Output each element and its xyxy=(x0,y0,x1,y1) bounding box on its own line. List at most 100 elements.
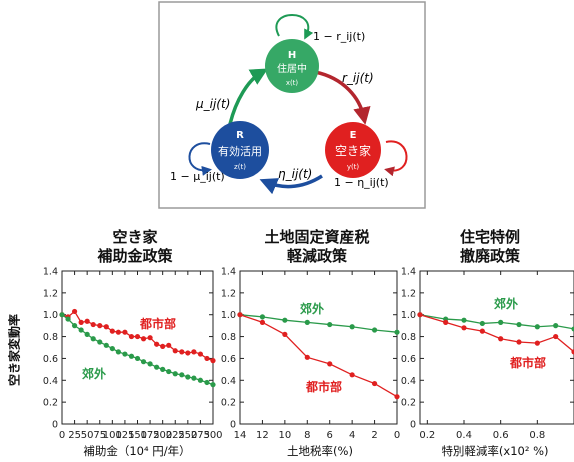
y-tick-label: 0 xyxy=(52,420,58,431)
data-point xyxy=(140,336,147,342)
y-tick-label: 0.4 xyxy=(221,376,236,387)
y-tick-label: 1.2 xyxy=(401,288,416,299)
data-point xyxy=(90,336,96,342)
data-point xyxy=(166,342,172,348)
data-point xyxy=(534,324,540,330)
series-郊外: 郊外 xyxy=(237,301,400,335)
transition-e-to-r: η_ij(t) xyxy=(259,167,323,195)
data-point xyxy=(417,312,423,318)
plot-frame xyxy=(419,270,574,425)
data-point xyxy=(571,326,574,332)
self-loop-h: 1 − r_ij(t) xyxy=(275,14,365,43)
y-tick-label: 1.2 xyxy=(221,288,236,299)
data-point xyxy=(461,325,467,331)
x-tick-label: 0.4 xyxy=(456,430,472,441)
x-tick-label: 4 xyxy=(349,430,355,441)
data-point xyxy=(160,366,166,372)
transition-h-e-label: r_ij(t) xyxy=(342,71,374,85)
x-tick-label: 0.6 xyxy=(493,430,509,441)
series-都市部: 都市部 xyxy=(417,312,574,370)
data-point xyxy=(172,348,178,354)
self-loop-e: 1 − η_ij(t) xyxy=(334,140,408,189)
x-tick-label: 250 xyxy=(178,430,197,441)
y-tick-label: 0.2 xyxy=(221,398,236,409)
data-point xyxy=(128,333,135,340)
svg-text:空き家: 空き家 xyxy=(335,143,371,158)
data-point xyxy=(571,349,574,355)
series-line xyxy=(239,314,398,333)
data-point xyxy=(282,331,288,337)
data-point xyxy=(109,328,115,334)
y-tick-label: 0.4 xyxy=(43,376,58,387)
self-loop-h-label: 1 − r_ij(t) xyxy=(313,30,365,43)
x-tick-label: 75 xyxy=(93,430,106,441)
y-tick-label: 0 xyxy=(410,420,416,431)
data-point xyxy=(259,319,266,325)
data-point xyxy=(210,382,216,388)
x-tick-label: 150 xyxy=(128,430,147,441)
data-point xyxy=(210,358,216,364)
x-tick-label: 175 xyxy=(141,430,160,441)
data-point xyxy=(304,319,310,325)
data-point xyxy=(109,345,115,352)
data-point xyxy=(371,380,378,387)
data-point xyxy=(160,343,166,350)
svg-text:y(t): y(t) xyxy=(347,163,360,171)
svg-text:z(t): z(t) xyxy=(234,163,246,171)
y-tick-label: 1.0 xyxy=(401,310,416,321)
series-郊外: 郊外 xyxy=(417,296,574,332)
data-point xyxy=(128,353,135,359)
y-tick-label: 1.4 xyxy=(221,267,236,278)
data-point xyxy=(327,321,333,328)
x-tick-label: 225 xyxy=(166,430,185,441)
series-label: 都市部 xyxy=(509,355,546,370)
y-tick-label: 1.4 xyxy=(401,267,416,278)
data-point xyxy=(185,374,191,380)
data-point xyxy=(65,316,71,322)
series-line xyxy=(239,314,398,398)
data-point xyxy=(71,308,78,315)
data-point xyxy=(237,312,243,318)
svg-text:x(t): x(t) xyxy=(286,79,299,87)
data-point xyxy=(122,351,128,357)
y-tick-label: 1.0 xyxy=(43,310,58,321)
x-tick-label: 0 xyxy=(59,430,65,441)
transition-r-h-label: μ_ij(t) xyxy=(195,97,230,111)
x-tick-label: 2 xyxy=(371,430,377,441)
x-tick-label: 12 xyxy=(256,430,269,441)
data-point xyxy=(154,364,160,370)
data-point xyxy=(479,320,485,327)
panel-1-title: 空き家 補助金政策 xyxy=(97,228,173,265)
series-line xyxy=(419,314,574,353)
data-point xyxy=(71,323,78,329)
x-tick-label: 300 xyxy=(203,430,222,441)
data-point xyxy=(516,321,522,328)
data-point xyxy=(97,339,103,345)
data-point xyxy=(179,372,185,378)
data-point xyxy=(185,350,191,356)
y-tick-label: 0.8 xyxy=(401,332,416,343)
x-tick-label: 50 xyxy=(81,430,94,441)
data-point xyxy=(394,394,400,400)
state-transition-diagram: 1 − r_ij(t) 1 − η_ij(t) 1 − μ_ij(t) r_ij… xyxy=(158,1,426,209)
svg-text:住居中: 住居中 xyxy=(277,62,307,75)
data-point xyxy=(349,372,355,378)
x-tick-label: 200 xyxy=(153,430,172,441)
panel-2-title: 土地固定資産税 軽減政策 xyxy=(264,228,370,265)
y-tick-label: 0.8 xyxy=(43,332,58,343)
data-point xyxy=(534,340,540,346)
x-tick-label: 125 xyxy=(115,430,134,441)
data-point xyxy=(84,331,90,337)
data-point xyxy=(461,317,467,323)
data-point xyxy=(59,312,65,318)
data-point xyxy=(147,335,153,341)
data-point xyxy=(122,329,128,335)
panel-2-x-axis-label: 土地税率(%) xyxy=(287,444,353,458)
data-point xyxy=(204,379,210,386)
series-郊外: 郊外 xyxy=(59,312,216,388)
y-tick-label: 0.6 xyxy=(43,354,58,365)
x-tick-label: 25 xyxy=(68,430,81,441)
